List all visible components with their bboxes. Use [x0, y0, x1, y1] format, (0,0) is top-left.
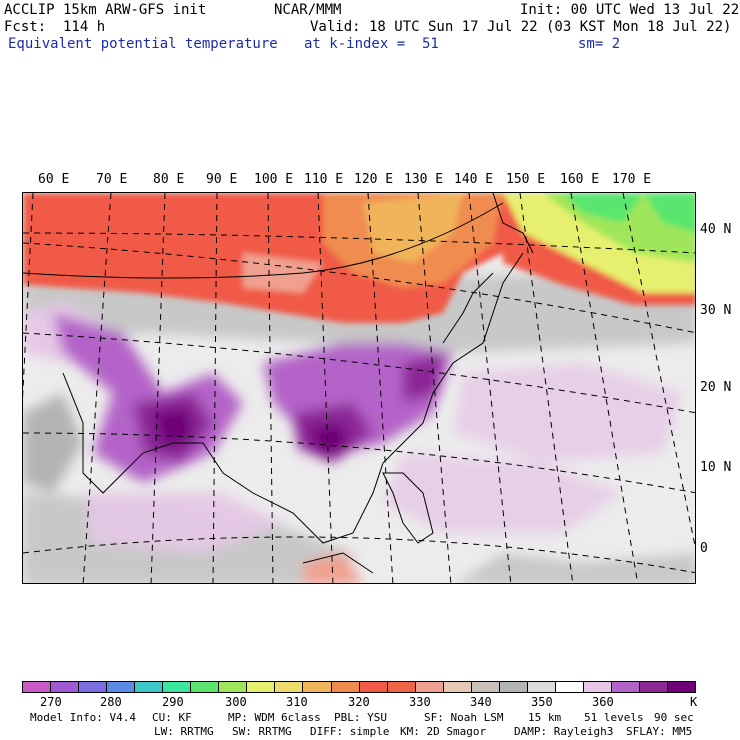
footer-sw: SW: RRTMG	[232, 725, 292, 738]
lat-label: 10 N	[700, 460, 732, 475]
colorbar-tick: 300	[225, 695, 247, 709]
model-title: ACCLIP 15km ARW-GFS init	[4, 2, 207, 18]
colorbar-swatch	[331, 682, 360, 692]
colorbar-swatch	[191, 682, 220, 692]
colorbar-swatch	[611, 682, 641, 692]
colorbar-swatch	[23, 682, 52, 692]
lat-label: 0	[700, 541, 708, 556]
theta-e-map	[22, 192, 696, 584]
colorbar-swatch	[583, 682, 612, 692]
colorbar-swatch	[415, 682, 444, 692]
footer-levels: 51 levels	[584, 711, 644, 724]
footer-sf: SF: Noah LSM	[424, 711, 504, 724]
footer-sflay: SFLAY: MM5	[626, 725, 693, 738]
colorbar-tick: 360	[592, 695, 614, 709]
colorbar-swatch	[443, 682, 472, 692]
colorbar-swatch	[499, 682, 528, 692]
forecast-hour: Fcst: 114 h	[4, 19, 106, 35]
footer-timestep: 90 sec	[654, 711, 694, 724]
colorbar-tick: 350	[531, 695, 553, 709]
colorbar-swatch	[527, 682, 556, 692]
valid-time: Valid: 18 UTC Sun 17 Jul 22 (03 KST Mon …	[310, 19, 732, 35]
lon-label: 160 E	[560, 172, 600, 187]
lon-label: 100 E	[254, 172, 294, 187]
lat-label: 20 N	[700, 380, 732, 395]
map-svg	[23, 193, 695, 583]
shaded-field	[23, 273, 695, 583]
colorbar-tick: 270	[40, 695, 62, 709]
colorbar-tick: 290	[162, 695, 184, 709]
lon-label: 120 E	[354, 172, 394, 187]
footer-km: KM: 2D Smagor	[400, 725, 487, 738]
lon-label: 130 E	[404, 172, 444, 187]
footer-model-info: Model Info: V4.4	[30, 711, 136, 724]
lon-label: 110 E	[304, 172, 344, 187]
colorbar-swatch	[471, 682, 500, 692]
colorbar-swatch	[555, 682, 584, 692]
colorbar-tick: 320	[348, 695, 370, 709]
colorbar-swatch	[303, 682, 332, 692]
lon-label: 150 E	[506, 172, 546, 187]
footer-diff: DIFF: simple	[310, 725, 390, 738]
footer-pbl: PBL: YSU	[334, 711, 387, 724]
lon-label: 170 E	[612, 172, 652, 187]
colorbar-swatch	[387, 682, 416, 692]
colorbar-tick: 310	[286, 695, 308, 709]
colorbar-swatch	[359, 682, 388, 692]
center-name: NCAR/MMM	[274, 2, 342, 18]
level-index: at k-index = 51	[304, 36, 439, 52]
colorbar-swatch	[219, 682, 248, 692]
colorbar-unit: K	[690, 695, 698, 709]
footer-lw: LW: RRTMG	[154, 725, 214, 738]
lon-label: 80 E	[153, 172, 185, 187]
colorbar-tick: 280	[100, 695, 122, 709]
colorbar-swatch	[247, 682, 276, 692]
footer-cu: CU: KF	[152, 711, 192, 724]
coastlines	[23, 193, 534, 574]
colorbar-swatch	[79, 682, 108, 692]
footer-resolution: 15 km	[528, 711, 562, 724]
colorbar-swatch	[640, 682, 669, 692]
lon-label: 60 E	[38, 172, 70, 187]
colorbar-swatch	[668, 682, 696, 692]
smoothing: sm= 2	[578, 36, 621, 52]
colorbar-swatch	[107, 682, 136, 692]
footer-damp: DAMP: Rayleigh3	[514, 725, 614, 738]
field-name: Equivalent potential temperature	[8, 36, 278, 52]
colorbar	[22, 681, 696, 693]
colorbar-tick: 340	[470, 695, 492, 709]
colorbar-swatch	[135, 682, 164, 692]
lon-label: 140 E	[454, 172, 494, 187]
graticule	[23, 193, 695, 583]
colorbar-swatch	[163, 682, 192, 692]
lat-label: 40 N	[700, 222, 732, 237]
lat-label: 30 N	[700, 303, 732, 318]
footer-mp: MP: WDM 6class	[228, 711, 321, 724]
colorbar-tick: 330	[409, 695, 431, 709]
init-time: Init: 00 UTC Wed 13 Jul 22	[520, 2, 740, 18]
colorbar-swatch	[275, 682, 304, 692]
lon-label: 70 E	[96, 172, 128, 187]
colorbar-swatch	[51, 682, 80, 692]
lon-label: 90 E	[206, 172, 238, 187]
